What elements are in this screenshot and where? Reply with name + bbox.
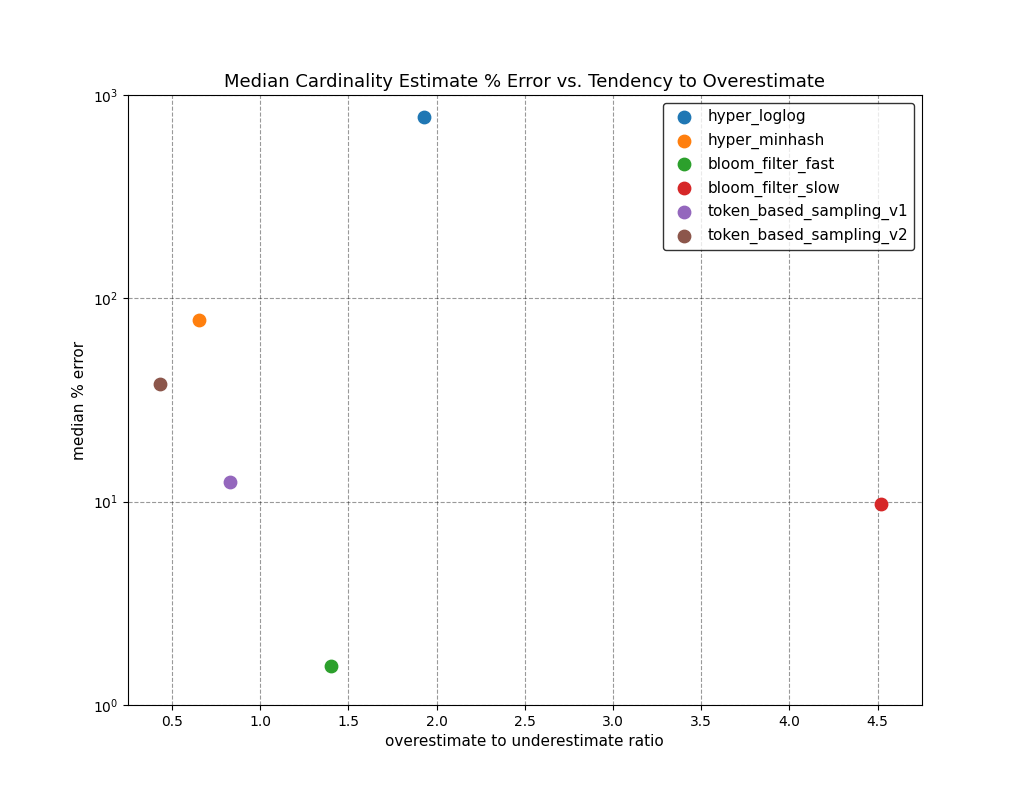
- bloom_filter_slow: [872, 498, 889, 511]
- Y-axis label: median % error: median % error: [73, 341, 87, 459]
- Title: Median Cardinality Estimate % Error vs. Tendency to Overestimate: Median Cardinality Estimate % Error vs. …: [224, 73, 825, 91]
- hyper_minhash: [190, 314, 207, 326]
- X-axis label: overestimate to underestimate ratio: overestimate to underestimate ratio: [385, 734, 665, 749]
- token_based_sampling_v1: [222, 475, 239, 488]
- bloom_filter_fast: [323, 660, 339, 672]
- Legend: hyper_loglog, hyper_minhash, bloom_filter_fast, bloom_filter_slow, token_based_s: hyper_loglog, hyper_minhash, bloom_filte…: [663, 103, 914, 250]
- hyper_loglog: [416, 111, 432, 124]
- token_based_sampling_v2: [152, 378, 168, 390]
